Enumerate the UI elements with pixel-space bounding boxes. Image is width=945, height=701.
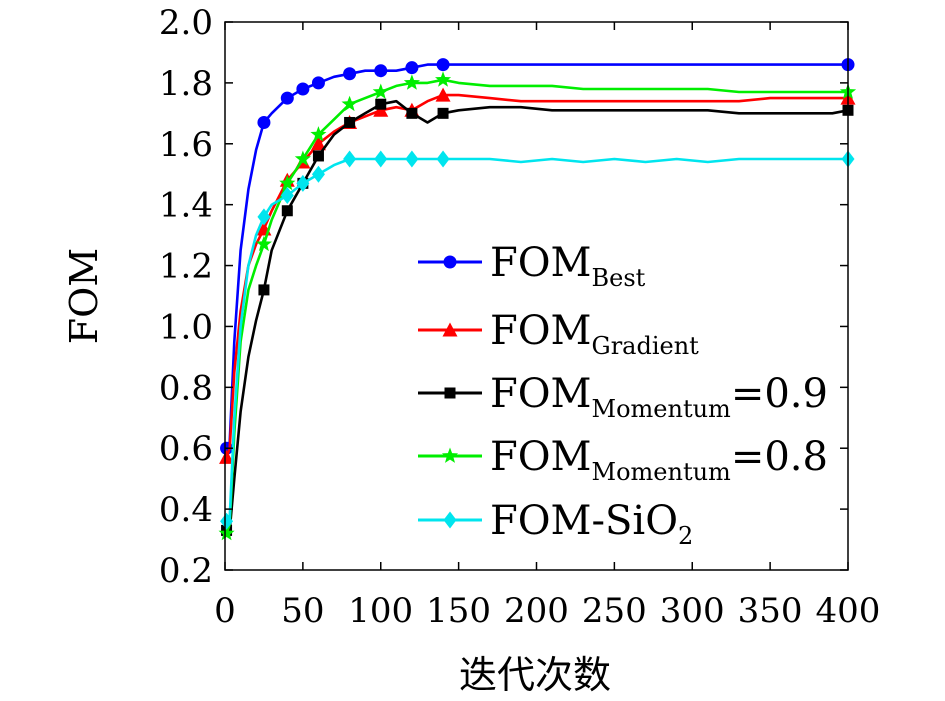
data-point [405,150,419,168]
legend: FOMBestFOMGradientFOMMomentum=0.9FOMMome… [418,240,828,550]
x-tick-label: 400 [816,591,881,631]
data-point [341,95,358,112]
legend-label-sub: Momentum [592,395,732,423]
y-tick-label: 1.8 [159,64,213,104]
data-point [373,102,389,117]
legend-entry: FOMMomentum=0.9 [418,371,828,423]
legend-label-suffix: =0.9 [731,371,828,417]
legend-label-main: FOM [490,308,592,354]
data-point [296,82,310,96]
x-tick-label: 0 [214,591,236,631]
legend-label-sub: 2 [678,522,693,550]
data-point [375,98,387,110]
data-point [435,71,452,87]
data-point [311,76,325,90]
plot-frame [224,21,849,571]
data-point [403,74,420,90]
series-4 [220,150,855,530]
legend-label-sub: Best [592,264,646,292]
data-point [294,150,311,166]
series-layer [218,58,857,541]
legend-marker [444,387,456,399]
y-tick-label: 0.2 [159,551,213,591]
x-tick-label: 50 [281,591,324,631]
data-point [296,174,310,192]
x-tick-label: 300 [660,591,725,631]
data-point [406,107,418,119]
legend-marker [442,322,458,337]
data-point [343,67,357,81]
legend-entry: FOMGradient [418,308,699,360]
y-tick-label: 1.2 [159,247,213,287]
data-point [343,150,357,168]
legend-label-main: FOM-SiO [490,498,678,544]
data-point [281,205,293,217]
y-tick-label: 0.4 [159,490,213,530]
axes-layer: 0 50 100 150 200 250 300 350 400 0.2 0.4 0.6 0.8 1.0 1… [159,3,881,631]
data-point [257,208,271,226]
legend-label: FOM-SiO2 [490,498,693,550]
legend-label-main: FOM [490,240,592,286]
x-tick-label: 250 [582,591,647,631]
data-point [218,525,235,541]
legend-label-main: FOM [490,434,592,480]
x-tick-label: 350 [738,591,803,631]
series-0 [220,58,855,455]
data-point [257,115,271,129]
data-point [436,58,450,72]
data-point [255,235,272,252]
data-point [312,150,324,162]
data-point [310,136,326,151]
data-point [437,107,449,119]
y-axis-title: FOM [62,248,106,344]
y-tick-label: 1.0 [159,307,213,347]
legend-entry: FOMMomentum=0.8 [418,434,828,486]
legend-label-suffix: =0.8 [731,434,828,480]
y-tick-label: 1.4 [159,186,213,226]
data-point [219,449,235,464]
x-axis-title: 迭代次数 [459,653,611,697]
legend-label: FOMMomentum=0.8 [490,434,828,486]
legend-label-main: FOM [490,371,592,417]
y-tick-label: 2.0 [159,3,213,43]
legend-marker [443,511,457,529]
legend-marker [443,255,457,269]
data-point [220,512,234,530]
data-point [405,61,419,75]
data-point [436,150,450,168]
x-tick-label: 200 [504,591,569,631]
data-point [344,116,356,128]
y-tick-label: 0.6 [159,429,213,469]
legend-marker [441,447,459,463]
legend-label: FOMGradient [490,308,699,360]
data-point [280,91,294,105]
data-point [372,83,389,99]
data-point [435,87,451,102]
data-point [374,64,388,78]
x-tick-label: 100 [348,591,413,631]
legend-label: FOMBest [490,240,646,292]
legend-entry: FOMBest [418,240,646,292]
y-tick-label: 0.8 [159,368,213,408]
legend-entry: FOM-SiO2 [418,498,693,550]
data-point [374,150,388,168]
legend-label-sub: Gradient [592,332,700,360]
data-point [310,126,327,142]
legend-label: FOMMomentum=0.9 [490,371,828,423]
data-point [311,165,325,183]
data-point [258,284,270,296]
y-tick-label: 1.6 [159,125,213,165]
x-tick-label: 150 [426,591,491,631]
data-point [280,187,294,205]
data-point [279,174,296,191]
legend-label-sub: Momentum [592,458,732,486]
